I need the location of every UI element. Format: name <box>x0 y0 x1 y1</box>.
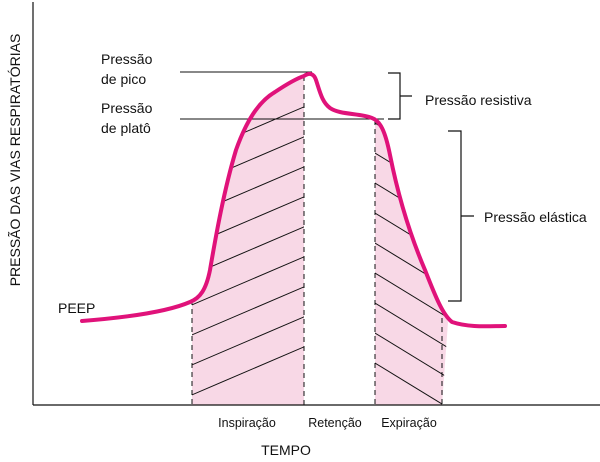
elastic-label: Pressão elástica <box>484 209 587 225</box>
pressure-curve <box>80 71 507 329</box>
y-axis-title: PRESSÃO DAS VIAS RESPIRATÓRIAS <box>7 34 23 287</box>
peak-label-line1: Pressão <box>101 51 153 67</box>
peep-label: PEEP <box>58 300 95 316</box>
resistive-bracket <box>388 72 412 120</box>
peak-label-line2: de pico <box>101 71 146 87</box>
phase-dividers <box>191 76 443 405</box>
phase-inspiration: Inspiração <box>218 416 276 430</box>
plateau-label-line2: de platô <box>101 120 151 136</box>
expiration-area <box>375 120 448 405</box>
plateau-label-line1: Pressão <box>101 100 153 116</box>
elastic-bracket <box>448 130 474 302</box>
x-axis-title: TEMPO <box>261 442 311 458</box>
phase-retention: Retenção <box>308 416 362 430</box>
resistive-label: Pressão resistiva <box>425 92 532 108</box>
phase-expiration: Expiração <box>381 416 437 430</box>
